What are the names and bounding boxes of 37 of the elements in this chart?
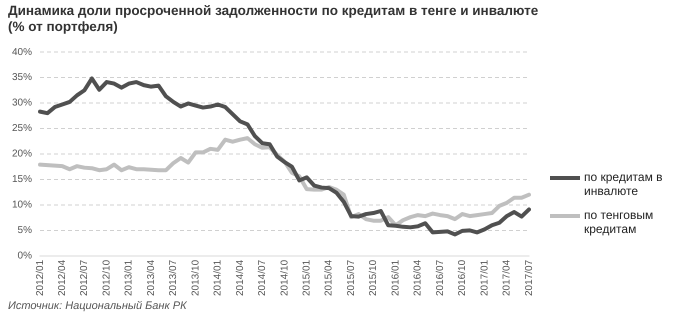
legend-label: по тенговым кредитам	[584, 208, 654, 236]
y-tick-label: 20%	[12, 148, 32, 160]
y-tick-label: 30%	[12, 98, 32, 109]
y-tick-label: 35%	[12, 72, 32, 84]
x-tick-label: 2014/07	[257, 259, 268, 296]
x-tick-label: 2016/07	[434, 259, 446, 296]
x-tick-label: 2013/04	[146, 259, 157, 296]
x-tick-label: 2013/07	[168, 259, 180, 296]
x-tick-label: 2012/04	[56, 259, 68, 296]
y-tick-label: 0%	[18, 250, 32, 262]
x-tick-label: 2015/04	[324, 259, 335, 296]
chart-subtitle: (% от портфеля)	[8, 19, 119, 35]
x-tick-label: 2012/07	[79, 259, 90, 296]
x-tick-label: 2012/01	[34, 259, 46, 296]
x-tick-label: 2017/04	[502, 259, 513, 296]
x-tick-label: 2016/10	[457, 259, 468, 296]
y-tick-label: 5%	[18, 225, 32, 236]
y-tick-label: 25%	[12, 123, 32, 134]
x-tick-label: 2017/01	[479, 259, 490, 296]
x-tick-label: 2014/01	[212, 259, 224, 296]
x-tick-label: 2016/04	[412, 259, 424, 296]
x-tick-label: 2017/07	[524, 259, 535, 296]
legend-label: по кредитам в инвалюте	[584, 170, 664, 198]
x-tick-label: 2016/01	[390, 259, 402, 296]
x-tick-label: 2015/10	[368, 259, 380, 296]
y-tick-label: 40%	[12, 46, 32, 58]
x-tick-label: 2014/04	[234, 259, 246, 296]
x-tick-label: 2013/10	[190, 259, 202, 296]
x-tick-label: 2015/07	[346, 259, 357, 296]
x-tick-label: 2013/01	[124, 259, 135, 296]
x-tick-label: 2015/01	[301, 259, 312, 296]
x-tick-label: 2014/10	[279, 259, 290, 296]
y-tick-label: 10%	[12, 200, 32, 211]
x-tick-label: 2012/10	[101, 259, 112, 296]
chart-title: Динамика доли просроченной задолженности по кредитам в тенге и инвалюте	[8, 3, 538, 19]
y-tick-label: 15%	[12, 174, 32, 186]
text: Источник: Национальный Банк РК	[8, 300, 187, 312]
